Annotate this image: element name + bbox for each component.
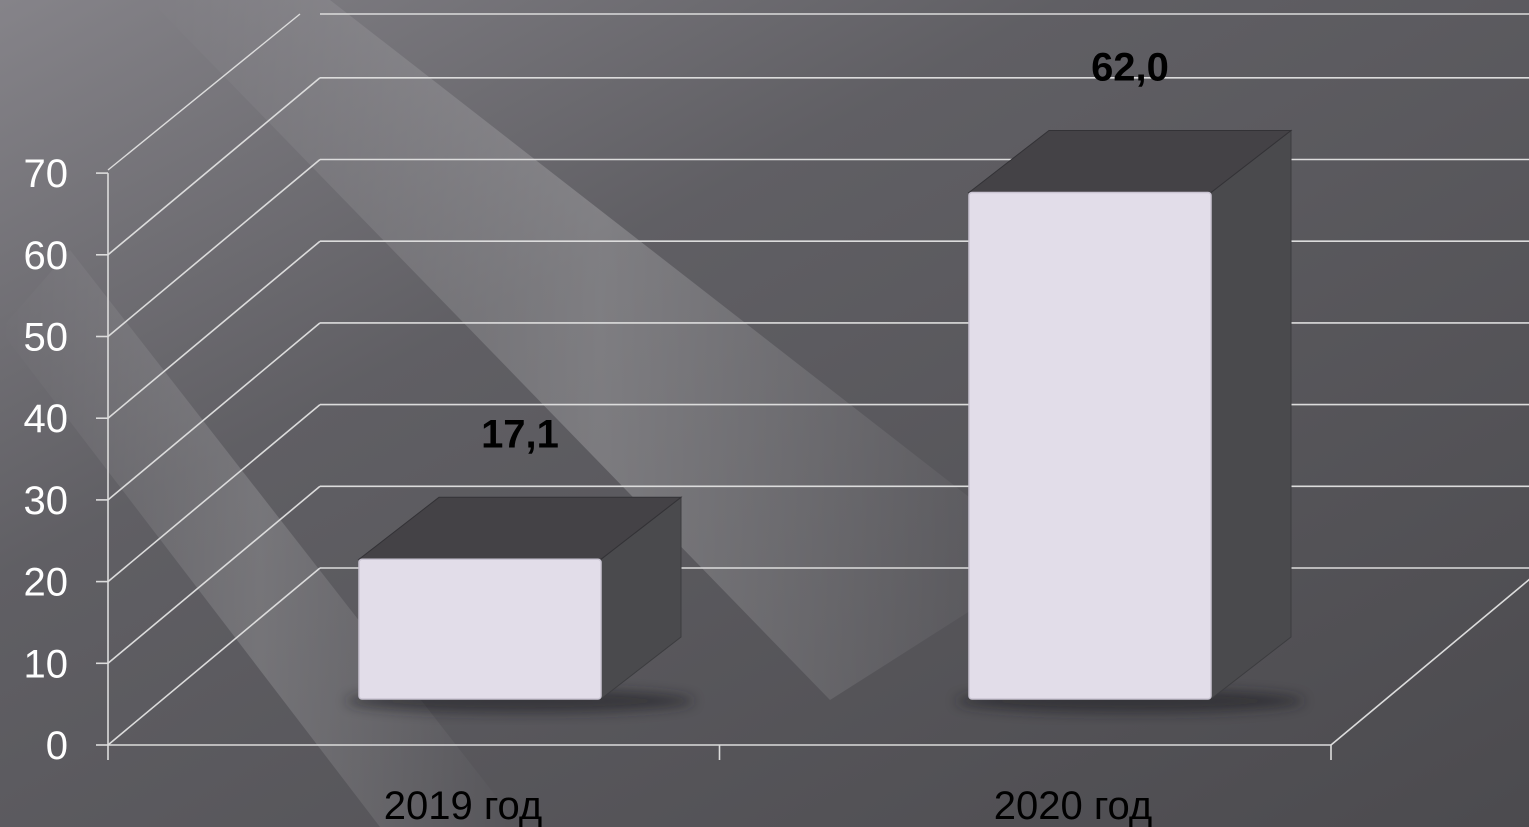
y-tick-label: 60 <box>24 234 69 278</box>
x-category-label: 2019 год <box>384 784 543 827</box>
gridlines <box>107 13 1529 746</box>
y-tick-label: 0 <box>46 724 68 768</box>
light-streak <box>150 0 1050 700</box>
y-tick-label: 40 <box>24 397 69 441</box>
y-tick-label: 30 <box>24 479 69 523</box>
y-tick-label: 70 <box>24 152 69 196</box>
data-label: 62,0 <box>1091 45 1169 89</box>
axes <box>96 172 1529 760</box>
gridline <box>107 485 321 664</box>
bar-front-face <box>358 558 602 700</box>
gridline <box>107 322 321 501</box>
y-tick-label: 20 <box>24 561 69 605</box>
bar-2 <box>955 129 1305 713</box>
y-tick-label: 10 <box>24 642 69 686</box>
gridline <box>107 403 321 583</box>
y-tick-label: 50 <box>24 316 69 360</box>
bars <box>345 129 1305 713</box>
data-label: 17,1 <box>481 412 559 456</box>
floor-edge <box>1330 578 1529 746</box>
gridline <box>107 240 321 419</box>
gridline <box>107 158 321 338</box>
labels: 0 10 20 30 40 50 60 70 17,1 2019 год 62,0 2020 год <box>24 45 1169 827</box>
gridline <box>107 77 321 256</box>
gridline <box>107 13 301 171</box>
gridline <box>107 567 321 746</box>
bar-front-face <box>968 191 1212 700</box>
x-category-label: 2020 год <box>994 784 1153 827</box>
bar-1 <box>345 496 695 713</box>
bar-side-face <box>1210 129 1292 701</box>
